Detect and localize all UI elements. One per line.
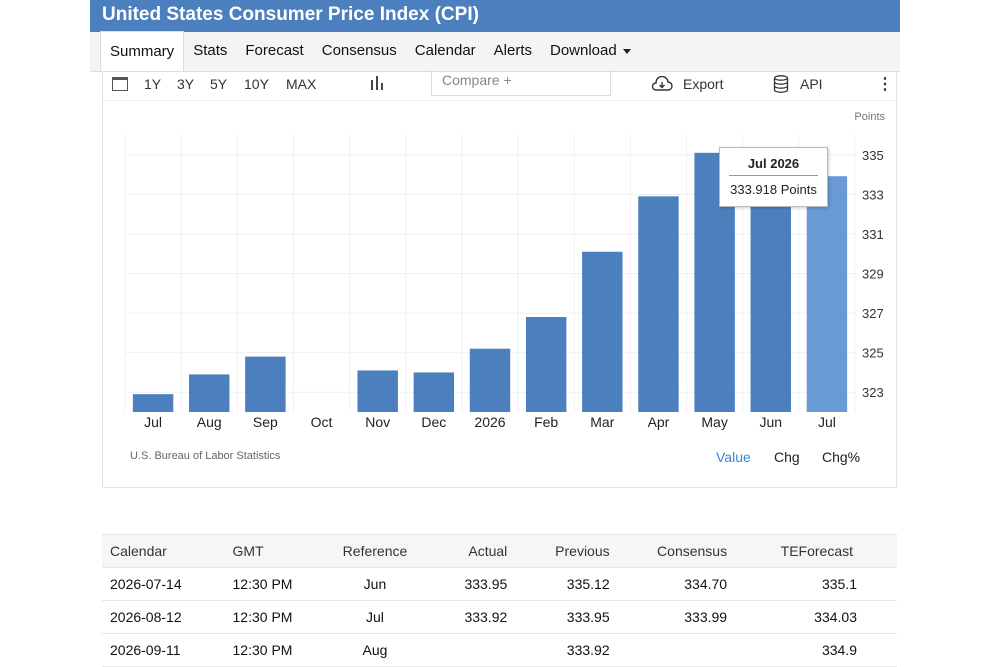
cell-consensus <box>617 633 736 667</box>
y-tick-label: 323 <box>862 385 884 400</box>
table-row: 2026-08-12 12:30 PM Jul 333.92 333.95 33… <box>102 600 897 634</box>
range-5y-button[interactable]: 5Y <box>210 76 228 92</box>
cell-teforecast: 335.1 <box>735 567 897 601</box>
cell-reference: Jul <box>322 600 428 634</box>
x-tick-label: Apr <box>648 414 670 430</box>
x-tick-label: Nov <box>365 414 390 430</box>
y-tick-label: 333 <box>862 187 884 202</box>
x-tick-label: Feb <box>534 414 558 430</box>
database-icon[interactable] <box>773 75 789 93</box>
table-row: 2026-09-11 12:30 PM Aug 333.92 334.9 <box>102 633 897 667</box>
cell-consensus: 333.99 <box>617 600 736 634</box>
tooltip-date: Jul 2026 <box>729 156 818 176</box>
y-tick-label: 331 <box>862 227 884 242</box>
bar <box>525 317 567 412</box>
col-calendar: Calendar <box>102 534 225 568</box>
api-button[interactable]: API <box>800 76 823 92</box>
chart-toolbar: 1Y 3Y 5Y 10Y MAX Compare + Export API ⋮ <box>103 70 896 101</box>
x-tick-label: 2026 <box>474 414 505 430</box>
tab-download[interactable]: Download <box>541 31 640 71</box>
value-option-chg-pct[interactable]: Chg% <box>822 449 861 465</box>
value-option-value[interactable]: Value <box>716 449 751 465</box>
y-unit-label: Points <box>854 111 885 123</box>
range-max-button[interactable]: MAX <box>286 76 317 92</box>
y-tick-label: 329 <box>862 267 884 282</box>
cell-teforecast: 334.9 <box>735 633 897 667</box>
page-title: United States Consumer Price Index (CPI) <box>90 0 900 32</box>
bar <box>750 175 791 412</box>
calendar-table: Calendar GMT Reference Actual Previous C… <box>102 534 897 667</box>
tab-alerts[interactable]: Alerts <box>493 42 532 59</box>
col-actual: Actual <box>427 534 516 568</box>
tab-forecast[interactable]: Forecast <box>245 42 304 59</box>
y-tick-label: 335 <box>862 148 884 163</box>
tab-download-label: Download <box>550 42 617 59</box>
table-header-row: Calendar GMT Reference Actual Previous C… <box>102 534 897 568</box>
y-tick-label: 325 <box>862 346 884 361</box>
more-options-icon[interactable]: ⋮ <box>877 76 893 93</box>
value-option-chg[interactable]: Chg <box>774 449 800 465</box>
cell-gmt: 12:30 PM <box>224 633 323 667</box>
x-tick-label: Aug <box>197 414 222 430</box>
range-1y-button[interactable]: 1Y <box>144 76 162 92</box>
tab-summary[interactable]: Summary <box>100 31 185 71</box>
cell-date: 2026-08-12 <box>102 600 225 634</box>
y-tick-label: 327 <box>862 306 884 321</box>
cell-reference: Jun <box>322 567 428 601</box>
range-3y-button[interactable]: 3Y <box>177 76 195 92</box>
cell-actual: 333.95 <box>427 567 516 601</box>
calendar-icon[interactable] <box>112 77 128 91</box>
bar <box>245 356 286 412</box>
tooltip-value: 333.918 Points <box>730 182 817 197</box>
cpi-bar-chart: Points 323 325 327 329 331 333 335 Jul Aug Sep Oct N… <box>124 111 885 430</box>
tab-calendar[interactable]: Calendar <box>414 42 476 59</box>
col-gmt: GMT <box>224 534 323 568</box>
col-reference: Reference <box>322 534 428 568</box>
col-teforecast: TEForecast <box>735 534 897 568</box>
cell-previous: 333.95 <box>515 600 618 634</box>
x-tick-label: Jun <box>759 414 782 430</box>
range-10y-button[interactable]: 10Y <box>244 76 269 92</box>
cell-previous: 333.92 <box>515 633 618 667</box>
x-tick-label: Mar <box>590 414 614 430</box>
cell-previous: 335.12 <box>515 567 618 601</box>
tab-bar: Summary Stats Forecast Consensus Calenda… <box>90 31 900 72</box>
bar <box>582 251 623 412</box>
bar <box>413 372 455 412</box>
cell-gmt: 12:30 PM <box>224 600 323 634</box>
bar <box>189 374 230 412</box>
cloud-download-icon[interactable] <box>651 76 673 91</box>
bar <box>357 370 398 412</box>
col-previous: Previous <box>515 534 618 568</box>
cell-consensus: 334.70 <box>617 567 736 601</box>
x-tick-label: Jul <box>818 414 836 430</box>
table-row: 2026-07-14 12:30 PM Jun 333.95 335.12 33… <box>102 567 897 601</box>
bar <box>806 176 848 412</box>
cell-date: 2026-09-11 <box>102 633 225 667</box>
tab-stats[interactable]: Stats <box>193 42 228 59</box>
bar <box>638 196 679 412</box>
compare-input[interactable]: Compare + <box>431 70 611 96</box>
col-consensus: Consensus <box>617 534 736 568</box>
cell-reference: Aug <box>322 633 428 667</box>
bar-chart-type-icon[interactable] <box>370 75 384 91</box>
x-tick-label: May <box>701 414 727 430</box>
bar <box>132 394 174 412</box>
chart-panel: 1Y 3Y 5Y 10Y MAX Compare + Export API ⋮ … <box>102 70 897 488</box>
cell-gmt: 12:30 PM <box>224 567 323 601</box>
export-button[interactable]: Export <box>683 76 724 92</box>
tab-consensus[interactable]: Consensus <box>321 42 397 59</box>
x-tick-label: Jul <box>144 414 162 430</box>
source-label: U.S. Bureau of Labor Statistics <box>130 450 281 462</box>
cell-date: 2026-07-14 <box>102 567 225 601</box>
x-tick-label: Oct <box>311 414 333 430</box>
chart-tooltip: Jul 2026 333.918 Points <box>719 147 828 207</box>
cell-actual <box>427 633 516 667</box>
bar <box>469 348 511 412</box>
x-tick-label: Sep <box>253 414 278 430</box>
cell-teforecast: 334.03 <box>735 600 897 634</box>
x-tick-label: Dec <box>421 414 446 430</box>
cell-actual: 333.92 <box>427 600 516 634</box>
caret-down-icon <box>622 48 631 54</box>
